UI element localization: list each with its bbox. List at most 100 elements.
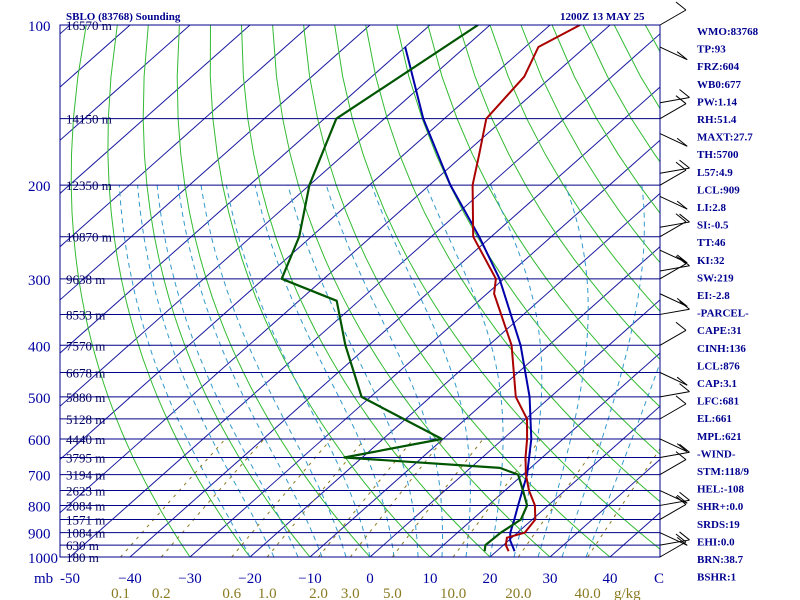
- wind-barb-staff: [659, 499, 690, 506]
- wind-barb-feather: [676, 200, 688, 210]
- dry-adiabat-line: [241, 25, 491, 557]
- wind-barb-feather: [675, 451, 687, 460]
- index-entry: L57:4.9: [697, 167, 733, 179]
- wind-barb: [659, 533, 687, 558]
- index-entry: BSHR:1: [697, 572, 736, 584]
- moist-adiabat-line: [177, 185, 323, 557]
- index-entry: LI:2.8: [697, 202, 727, 214]
- moist-adiabat-line: [156, 185, 299, 557]
- wind-barb: [659, 1, 687, 26]
- wind-barb-staff: [659, 195, 688, 210]
- moist-adiabat-line: [137, 185, 275, 557]
- wind-barb: [659, 195, 688, 210]
- wind-barb-staff: [659, 403, 687, 420]
- index-entry: FRZ:604: [697, 61, 740, 73]
- wind-barbs: [659, 1, 690, 558]
- moist-adiabat-line: [118, 185, 251, 557]
- dry-adiabat-line: [458, 25, 660, 361]
- temperature-tick-label: 10: [423, 571, 438, 587]
- wind-barb-staff: [659, 438, 688, 453]
- moist-adiabat-line: [561, 185, 645, 557]
- temperature-axis-end-label: C: [654, 571, 664, 587]
- wind-barb-staff: [659, 263, 687, 280]
- wind-barb-feather: [679, 443, 690, 453]
- wind-barb-feather: [679, 491, 690, 501]
- wind-barb-feather: [676, 494, 688, 504]
- isotherm-line: [369, 299, 660, 557]
- temperature-tick-label: −40: [118, 571, 141, 587]
- plot-frame: [59, 24, 661, 558]
- pressure-tick-label: 600: [28, 433, 51, 449]
- temperature-tick-label: 30: [543, 571, 558, 587]
- wind-barb-feather: [679, 89, 690, 98]
- index-entry: MAXT:27.7: [697, 132, 753, 144]
- wind-barb-staff: [659, 308, 690, 315]
- wind-barb-feather: [676, 298, 688, 307]
- wind-barb-staff: [659, 221, 687, 238]
- temperature-tick-label: −10: [298, 571, 321, 587]
- mixing-ratio-label: 0.6: [222, 586, 241, 600]
- parcel-trace: [404, 46, 533, 552]
- wind-barb: [659, 255, 687, 280]
- height-label: 1571 m: [66, 512, 105, 527]
- height-label: 4440 m: [66, 432, 105, 447]
- height-label: 3795 m: [66, 450, 105, 465]
- mixing-ratio-label: 40.0: [575, 586, 601, 600]
- height-label: 9638 m: [66, 272, 105, 287]
- index-entry: EHI:0.0: [697, 536, 735, 548]
- wind-barb: [659, 383, 690, 398]
- wind-barb-staff: [659, 133, 688, 147]
- wind-barb-feather: [675, 95, 687, 105]
- wind-barb-staff: [659, 459, 687, 476]
- index-entry: TT:46: [697, 237, 726, 249]
- wind-barb-feather: [676, 443, 688, 453]
- wind-barb-feather: [675, 255, 687, 265]
- mixing-ratio-line: [587, 448, 660, 557]
- wind-barb: [659, 300, 690, 315]
- index-entry: SHR+:0.0: [697, 501, 744, 513]
- dry-adiabat-line: [365, 25, 660, 503]
- index-entry: CINH:136: [697, 343, 746, 355]
- height-label: 5880 m: [66, 390, 105, 405]
- height-label: 1084 m: [66, 526, 105, 541]
- temperature-tick-label: −20: [238, 571, 261, 587]
- index-entry: KI:32: [697, 255, 725, 267]
- index-entry: EI:-2.8: [697, 290, 730, 302]
- wind-barb-staff: [659, 46, 688, 61]
- height-label: 8533 m: [66, 307, 105, 322]
- isotherm-line: [489, 405, 660, 557]
- index-entry: LCL:876: [697, 360, 740, 372]
- wind-barb: [659, 443, 690, 458]
- isotherm-line: [60, 25, 431, 354]
- wind-barb: [659, 161, 687, 186]
- index-entry: SI:-0.5: [697, 220, 729, 232]
- wind-barb-feather: [679, 213, 690, 223]
- height-label: 10870 m: [66, 230, 112, 245]
- wind-barb: [659, 89, 690, 104]
- dry-adiabat-line: [70, 25, 191, 557]
- wind-barb-feather: [676, 254, 688, 264]
- wind-barb-feather: [679, 383, 690, 393]
- index-entry: SRDS:19: [697, 519, 740, 531]
- chart-profiles: [280, 25, 581, 552]
- wind-barb-staff: [659, 504, 687, 520]
- wind-barb-staff: [659, 541, 687, 558]
- chart-grid: [60, 25, 660, 557]
- dry-adiabat-line: [303, 25, 611, 557]
- index-entry: SW:219: [697, 272, 734, 284]
- mixing-ratio-label: 20.0: [505, 586, 531, 600]
- height-label: 12350 m: [66, 178, 112, 193]
- isotherm-line: [60, 25, 551, 461]
- wind-barb: [659, 133, 688, 147]
- dry-adiabat-line: [427, 25, 660, 408]
- dry-adiabat-line: [489, 25, 660, 312]
- temperature-tick-label: 40: [603, 571, 618, 587]
- pressure-tick-label: 200: [28, 179, 51, 195]
- isotherm-line: [249, 192, 660, 557]
- height-label: 14150 m: [66, 112, 112, 127]
- wind-barb-staff: [659, 265, 690, 272]
- index-entry: TP:93: [697, 44, 726, 56]
- height-label: 6678 m: [66, 366, 105, 381]
- wind-barb: [659, 372, 688, 386]
